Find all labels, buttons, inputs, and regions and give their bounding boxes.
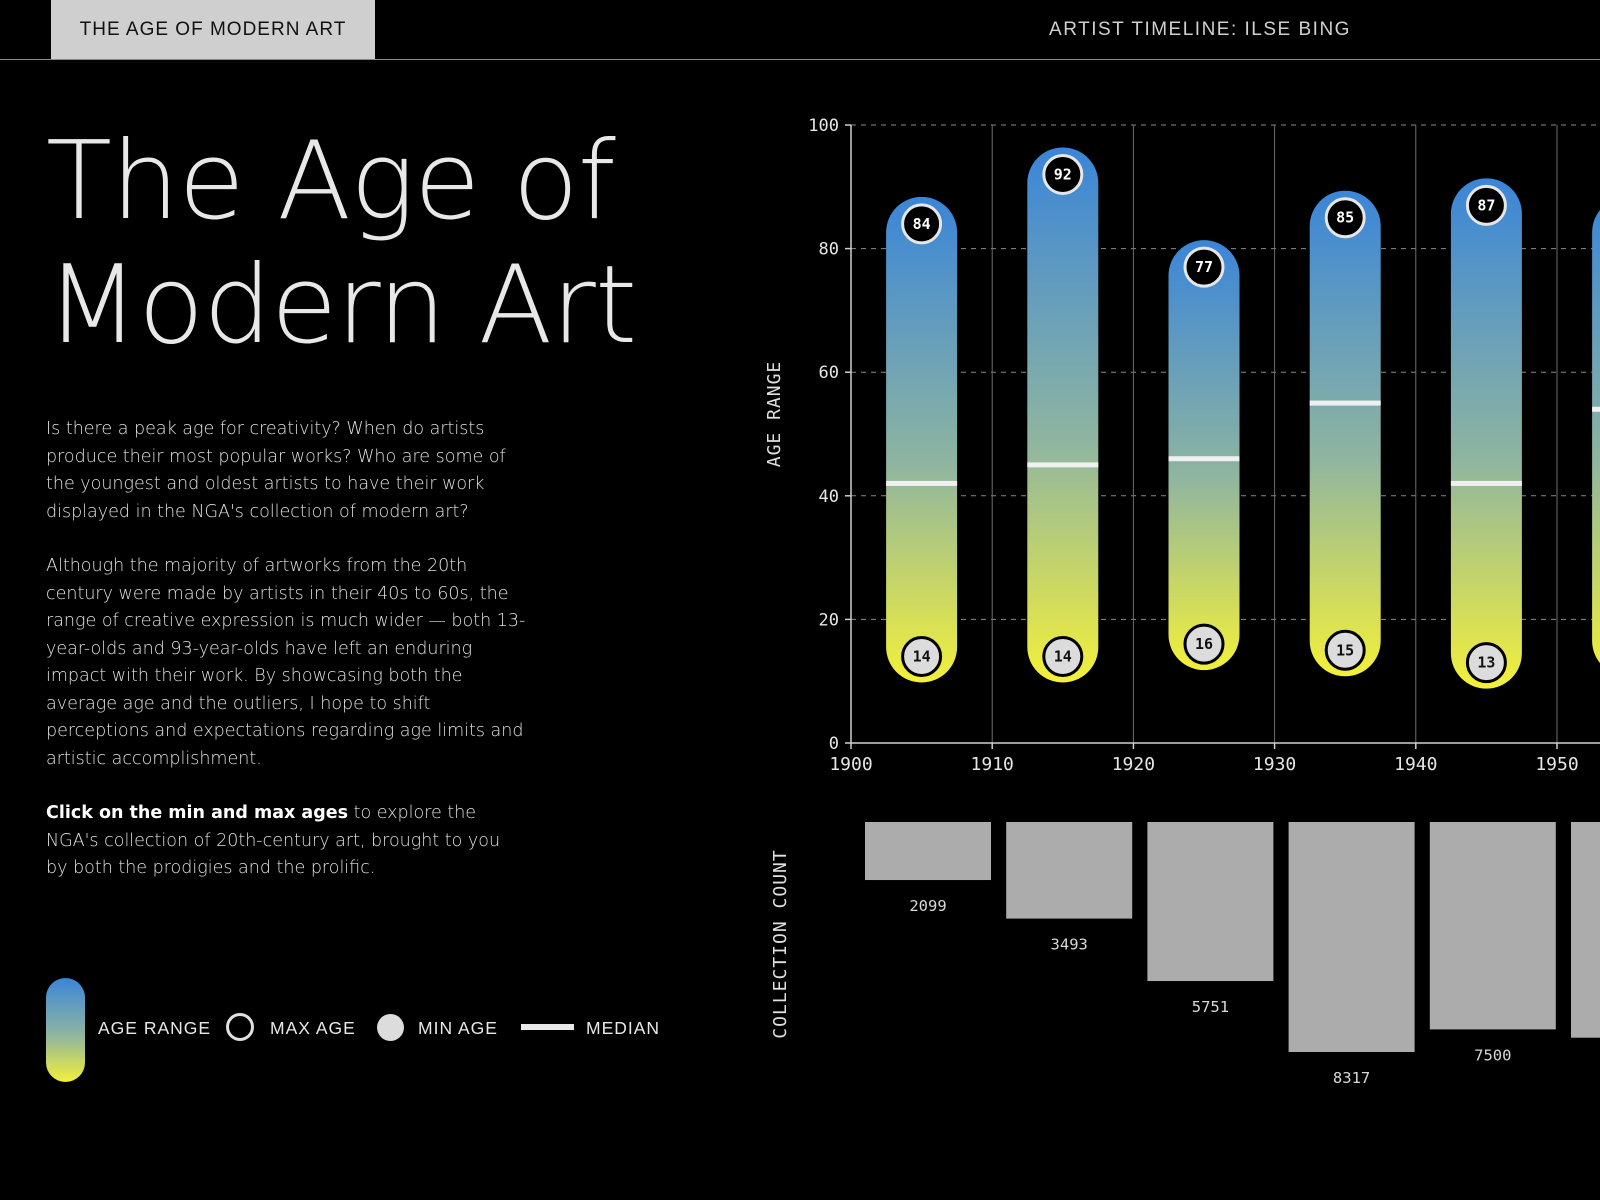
chart-axes: 0 20 40 60 80 100 1900 1910 1920 1930 1940 1950 [808,116,1600,775]
min-age-label-1900[interactable]: 14 [913,647,931,665]
intro-paragraph-3: Click on the min and max ages to explore… [46,800,526,883]
max-age-marker-1930[interactable] [1324,197,1366,239]
max-age-marker-1900[interactable] [901,203,943,245]
min-age-label-1920[interactable]: 16 [1195,635,1213,653]
max-age-label-1910[interactable]: 92 [1054,165,1072,183]
collection-count-label-1930: 8317 [1333,1069,1370,1087]
max-age-label-1920[interactable]: 77 [1195,258,1213,276]
max-age-label-1900[interactable]: 84 [913,215,931,233]
median-line-1910 [1027,462,1099,468]
min-age-marker-1930[interactable] [1324,629,1366,671]
collection-bar-1950 [1571,822,1600,1038]
max-age-label-1930[interactable]: 85 [1336,209,1354,227]
y-tick-label-80: 80 [819,240,839,260]
intro-call-to-action: Click on the min and max ages [46,803,349,823]
range-group-1930: 85 15 [1309,190,1381,677]
intro-paragraph-2: Although the majority of artworks from t… [46,556,526,769]
age-range-bar-1950 [1592,210,1600,664]
median-line-1940 [1450,480,1522,486]
legend-max-age-ring-icon [226,1013,254,1041]
range-group-1950: 8415 [1592,210,1600,664]
collection-count-axis-label: COLLECTION COUNT [770,849,791,1038]
x-tick-label-1940: 1940 [1394,754,1437,775]
min-age-marker-1920[interactable] [1183,623,1225,665]
range-group-1920: 77 16 [1168,240,1240,671]
age-range-axis-label: AGE RANGE [764,361,785,468]
y-tick-label-20: 20 [819,610,839,630]
y-tick-label-40: 40 [819,487,839,507]
legend-median-label: MEDIAN [586,1018,661,1038]
median-line-1900 [886,480,958,486]
collection-bar-1920 [1147,822,1274,982]
min-age-label-1910[interactable]: 14 [1054,647,1072,665]
tab-age-of-modern-art[interactable]: THE AGE OF MODERN ART [51,0,375,59]
collection-count-label-1910: 3493 [1051,936,1088,954]
min-age-label-1930[interactable]: 15 [1336,641,1354,659]
legend-age-range-swatch [46,978,85,1082]
intro-text: Is there a peak age for creativity? When… [46,416,526,910]
x-tick-label-1950: 1950 [1535,754,1578,775]
max-age-marker-1920[interactable] [1183,246,1225,288]
page-title-line-1: The Age of [46,119,616,244]
min-age-marker-1910[interactable] [1042,635,1084,677]
min-age-marker-1900[interactable] [901,635,943,677]
x-tick-label-1920: 1920 [1112,754,1155,775]
collection-bar-1930 [1288,822,1415,1052]
age-range-bar-1930 [1309,190,1381,677]
max-age-marker-1910[interactable] [1042,153,1084,195]
intro-paragraph-1: Is there a peak age for creativity? When… [46,419,506,522]
y-tick-label-100: 100 [808,116,839,136]
y-tick-label-0: 0 [829,734,839,754]
collection-bar-1910 [1006,822,1133,919]
collection-count-series: 2099 3493 5751 8317 7500 [865,822,1600,1087]
chart-legend: AGE RANGE MAX AGE MIN AGE MEDIAN [46,978,686,1082]
range-group-1940: 87 13 [1450,178,1522,689]
collection-count-label-1900: 2099 [909,897,946,915]
legend-age-range-label: AGE RANGE [98,1018,212,1038]
max-age-label-1940[interactable]: 87 [1477,196,1495,214]
min-age-marker-1940[interactable] [1465,642,1507,684]
page-title: The Age of Modern Art [46,120,686,368]
median-line-1920 [1168,456,1240,462]
median-line-1950 [1592,406,1600,412]
collection-bar-1900 [865,822,991,881]
legend-min-age-dot-icon [377,1014,404,1041]
collection-count-label-1920: 5751 [1192,998,1229,1016]
x-tick-label-1910: 1910 [971,754,1014,775]
age-range-series: 84 14 92 14 77 16 85 15 87 13 8415 [886,147,1600,689]
x-tick-label-1930: 1930 [1253,754,1296,775]
range-group-1910: 92 14 [1027,147,1099,683]
x-tick-label-1900: 1900 [829,754,872,775]
age-range-bar-1940 [1450,178,1522,689]
max-age-marker-1940[interactable] [1465,184,1507,226]
age-range-bar-1920 [1168,240,1240,671]
y-tick-label-60: 60 [819,363,839,383]
range-group-1900: 84 14 [886,196,958,683]
page-title-line-2: Modern Art [46,243,637,368]
tab-artist-timeline[interactable]: ARTIST TIMELINE: ILSE BING [1000,0,1400,59]
min-age-label-1940[interactable]: 13 [1477,654,1495,672]
legend-max-age-label: MAX AGE [270,1018,356,1038]
median-line-1930 [1309,400,1381,406]
collection-count-label-1940: 7500 [1474,1046,1511,1064]
legend-min-age-label: MIN AGE [418,1018,498,1038]
age-range-bar-1910 [1027,147,1099,683]
intro-paragraph-3-rest: to explore the NGA's collection of 20th-… [46,803,501,878]
collection-bar-1940 [1429,822,1556,1030]
top-nav-bar: THE AGE OF MODERN ART ARTIST TIMELINE: I… [0,0,1600,60]
legend-median-line-icon [521,1024,574,1030]
age-range-bar-1900 [886,196,958,683]
